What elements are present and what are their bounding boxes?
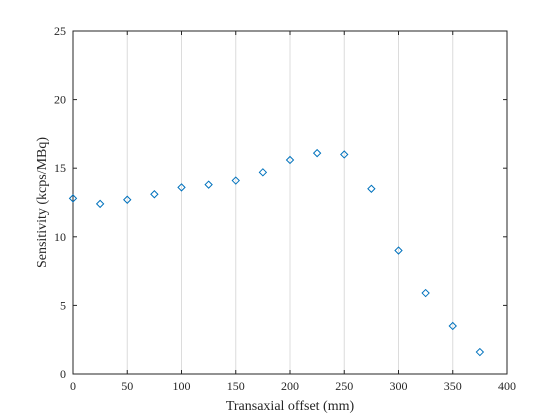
data-point <box>177 183 186 192</box>
x-axis-label: Transaxial offset (mm) <box>226 399 355 414</box>
y-tick-label: 25 <box>54 24 66 38</box>
data-point <box>367 184 376 193</box>
data-point <box>95 199 105 209</box>
x-tick-label: 400 <box>498 379 516 393</box>
data-point <box>340 150 349 159</box>
y-tick-label: 10 <box>54 230 66 244</box>
x-tick-label: 150 <box>227 379 245 393</box>
x-tick-label: 100 <box>173 379 191 393</box>
grid-lines <box>126 31 454 374</box>
data-point <box>312 148 322 158</box>
y-tick-label: 0 <box>60 367 66 381</box>
data-point <box>68 194 78 203</box>
x-axis-ticks: 0 50 100 150 200 250 300 350 400 <box>70 31 516 393</box>
data-point <box>285 155 295 165</box>
data-point <box>448 321 457 331</box>
data-points <box>68 148 485 357</box>
y-tick-label: 20 <box>54 93 66 107</box>
data-point <box>150 190 159 199</box>
data-point <box>475 347 485 357</box>
data-point <box>421 288 430 298</box>
x-tick-label: 0 <box>70 379 76 393</box>
x-tick-label: 250 <box>335 379 353 393</box>
y-tick-label: 5 <box>60 298 66 312</box>
data-point <box>123 195 132 204</box>
data-point <box>258 168 268 177</box>
y-axis-label: Sensitivity (kcps/MBq) <box>35 137 50 268</box>
data-point <box>231 176 240 185</box>
y-axis-ticks: 0 5 10 15 20 25 <box>54 24 507 381</box>
x-tick-label: 200 <box>281 379 299 393</box>
data-point <box>394 246 403 255</box>
x-tick-label: 300 <box>390 379 408 393</box>
x-tick-label: 50 <box>121 379 133 393</box>
y-tick-label: 15 <box>54 161 66 175</box>
x-tick-label: 350 <box>444 379 462 393</box>
data-point <box>204 180 213 189</box>
